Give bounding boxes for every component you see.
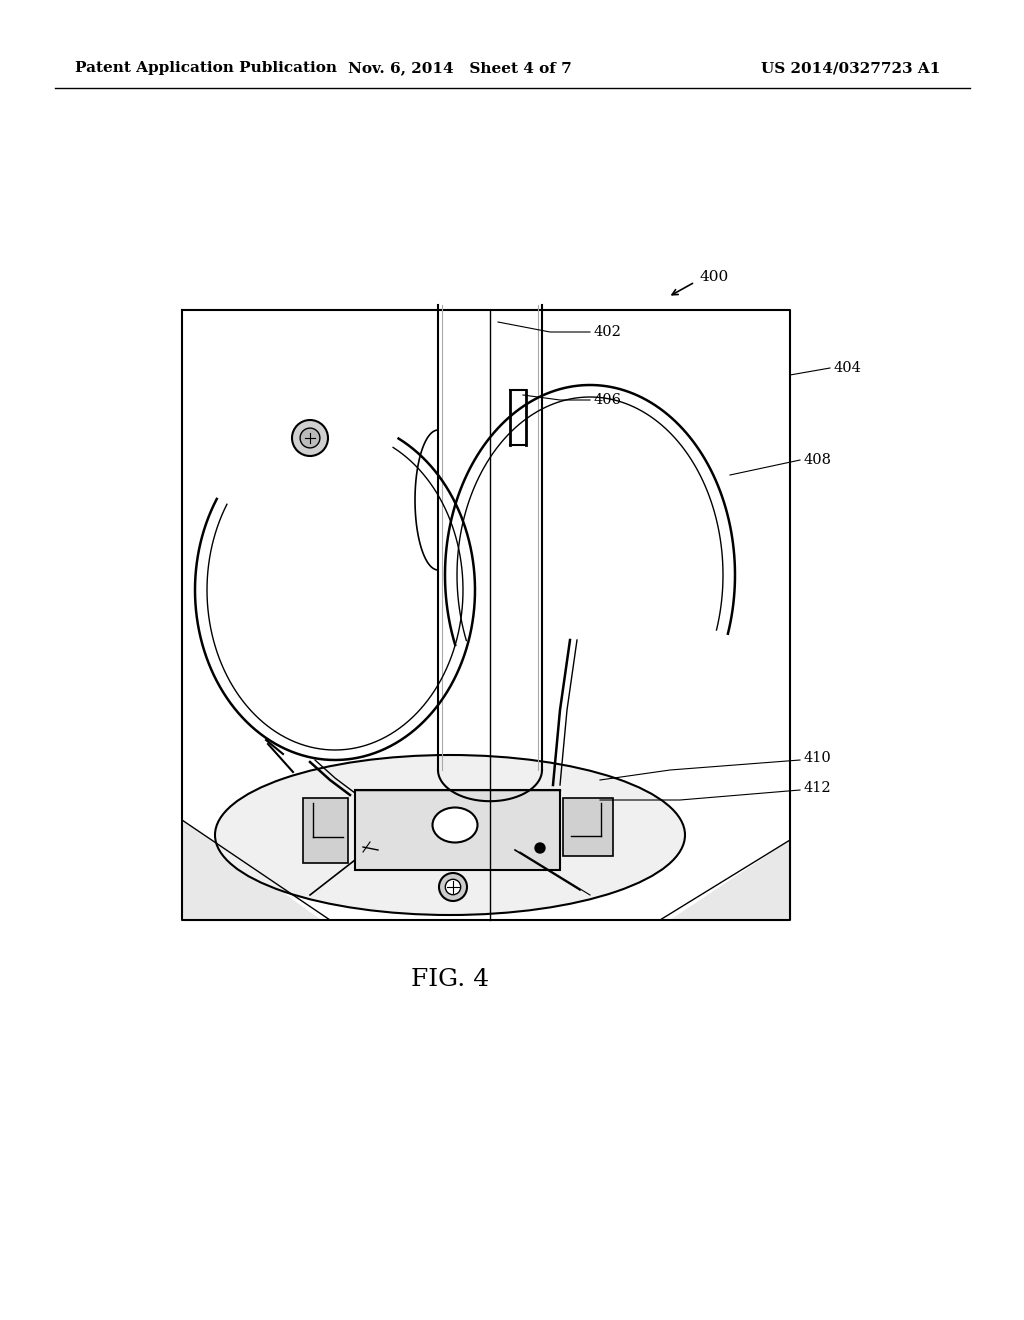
- Ellipse shape: [432, 808, 477, 842]
- Text: Patent Application Publication: Patent Application Publication: [75, 61, 337, 75]
- Text: FIG. 4: FIG. 4: [412, 969, 489, 991]
- Bar: [563, 799, 613, 855]
- Text: 410: 410: [803, 751, 830, 766]
- Circle shape: [445, 879, 461, 895]
- Ellipse shape: [215, 755, 685, 915]
- Text: 400: 400: [700, 271, 729, 284]
- Text: 406: 406: [593, 393, 621, 407]
- Bar: [182, 310, 790, 920]
- Circle shape: [300, 428, 319, 447]
- Polygon shape: [182, 820, 319, 920]
- Polygon shape: [355, 789, 560, 870]
- Circle shape: [439, 873, 467, 902]
- Circle shape: [292, 420, 328, 455]
- Text: 408: 408: [803, 453, 831, 467]
- Circle shape: [535, 843, 545, 853]
- Text: 412: 412: [803, 781, 830, 795]
- Text: US 2014/0327723 A1: US 2014/0327723 A1: [761, 61, 940, 75]
- Bar: [303, 799, 348, 863]
- Text: 402: 402: [593, 325, 621, 339]
- Text: Nov. 6, 2014   Sheet 4 of 7: Nov. 6, 2014 Sheet 4 of 7: [348, 61, 571, 75]
- Polygon shape: [670, 840, 790, 920]
- Text: 404: 404: [833, 360, 861, 375]
